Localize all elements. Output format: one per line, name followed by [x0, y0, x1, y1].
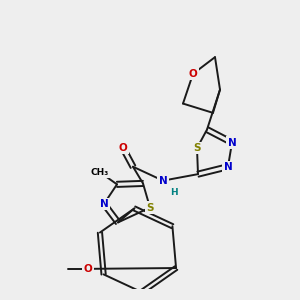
Text: S: S	[193, 143, 201, 153]
Text: N: N	[224, 162, 232, 172]
Text: CH₃: CH₃	[91, 168, 109, 177]
Text: O: O	[189, 69, 197, 79]
Text: O: O	[118, 143, 127, 153]
Text: N: N	[159, 176, 167, 186]
Text: S: S	[146, 202, 154, 213]
Text: O: O	[84, 264, 92, 274]
Text: N: N	[228, 138, 236, 148]
Text: N: N	[100, 199, 108, 209]
Text: H: H	[170, 188, 178, 197]
